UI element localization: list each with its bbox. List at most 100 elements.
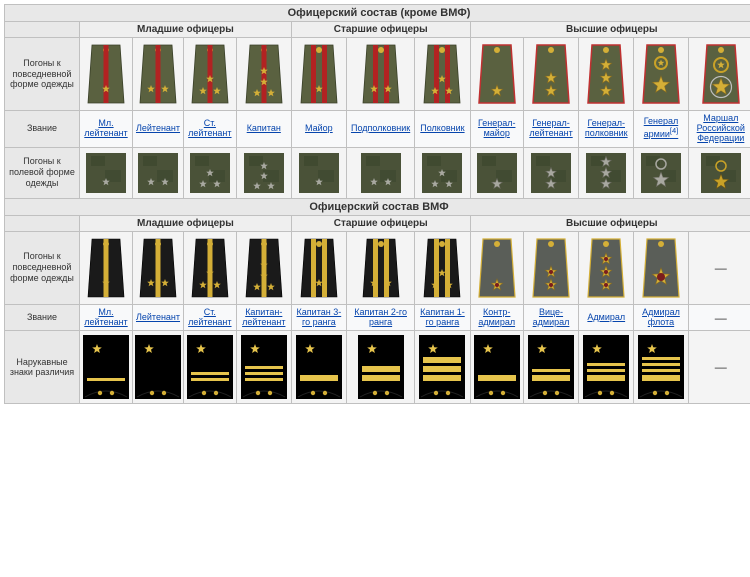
rank-link[interactable]: Вице-адмирал xyxy=(526,307,576,329)
rank-name: Капитан 1-го ранга xyxy=(415,304,470,331)
insignia-cell xyxy=(470,147,523,198)
rank-link[interactable]: Контр-адмирал xyxy=(473,307,521,329)
insignia-cell xyxy=(346,147,414,198)
insignia-cell xyxy=(346,38,414,111)
insignia-cell xyxy=(291,231,346,304)
insignia-cell xyxy=(688,38,750,111)
insignia-cell xyxy=(415,38,470,111)
insignia-cell xyxy=(579,231,634,304)
insignia-cell xyxy=(80,147,133,198)
row-label: Погоны к повседневной форме одежды xyxy=(5,231,80,304)
group-header: Младшие офицеры xyxy=(80,22,292,38)
rank-name: Капитан 3-го ранга xyxy=(291,304,346,331)
insignia-cell xyxy=(579,38,634,111)
rank-link[interactable]: Маршал Российской Федерации xyxy=(691,113,750,145)
insignia-cell xyxy=(291,147,346,198)
rank-name: Капитан-лейтенант xyxy=(236,304,291,331)
rank-name: Мл. лейтенант xyxy=(80,304,133,331)
rank-name: Генерал-майор xyxy=(470,111,523,148)
insignia-cell xyxy=(470,231,523,304)
group-header: Старшие офицеры xyxy=(291,215,470,231)
rank-name: Полковник xyxy=(415,111,470,148)
rank-link[interactable]: Генерал-полковник xyxy=(581,118,631,140)
row-label: Звание xyxy=(5,111,80,148)
rank-link[interactable]: Адмирал xyxy=(581,312,631,324)
rank-name: Адмирал xyxy=(579,304,634,331)
rank-name: Адмирал флота xyxy=(634,304,688,331)
rank-link[interactable]: Ст. лейтенант xyxy=(186,118,234,140)
insignia-cell: — xyxy=(688,231,750,304)
insignia-cell xyxy=(132,331,183,404)
rank-link[interactable]: Капитан 3-го ранга xyxy=(294,307,344,329)
insignia-cell xyxy=(184,231,237,304)
insignia-cell xyxy=(132,231,183,304)
rank-link[interactable]: Лейтенант xyxy=(135,123,181,135)
insignia-cell xyxy=(132,38,183,111)
rank-link[interactable]: Подполковник xyxy=(349,123,412,135)
insignia-cell xyxy=(184,38,237,111)
rank-link[interactable]: Мл. лейтенант xyxy=(82,307,130,329)
insignia-cell xyxy=(291,331,346,404)
row-label: Нарукавные знаки различия xyxy=(5,331,80,404)
rank-link[interactable]: Лейтенант xyxy=(135,312,181,324)
rank-link[interactable]: Ст. лейтенант xyxy=(186,307,234,329)
rank-link[interactable]: Полковник xyxy=(417,123,467,135)
rank-link[interactable]: Капитан-лейтенант xyxy=(239,307,289,329)
insignia-cell xyxy=(523,231,578,304)
insignia-cell xyxy=(523,38,578,111)
rank-name: Генерал-полковник xyxy=(579,111,634,148)
rank-name: Подполковник xyxy=(346,111,414,148)
group-header: Старшие офицеры xyxy=(291,22,470,38)
insignia-cell xyxy=(346,231,414,304)
row-label: Звание xyxy=(5,304,80,331)
section-title: Офицерский состав (кроме ВМФ) xyxy=(5,5,750,22)
insignia-cell xyxy=(80,231,133,304)
rank-name: Майор xyxy=(291,111,346,148)
rank-link[interactable]: Генерал армии[4] xyxy=(636,116,685,141)
rank-name: Генерал-лейтенант xyxy=(523,111,578,148)
group-header: Младшие офицеры xyxy=(80,215,292,231)
insignia-cell xyxy=(132,147,183,198)
rank-name: Капитан 2-го ранга xyxy=(346,304,414,331)
rank-link[interactable]: Майор xyxy=(294,123,344,135)
rank-link[interactable]: Капитан 2-го ранга xyxy=(349,307,412,329)
rank-link[interactable]: Генерал-лейтенант xyxy=(526,118,576,140)
insignia-cell xyxy=(415,231,470,304)
insignia-cell xyxy=(634,231,688,304)
rank-link[interactable]: Адмирал флота xyxy=(636,307,685,329)
insignia-cell xyxy=(470,38,523,111)
rank-link[interactable]: Мл. лейтенант xyxy=(82,118,130,140)
insignia-cell xyxy=(346,331,414,404)
rank-name: Капитан xyxy=(236,111,291,148)
insignia-cell xyxy=(634,331,688,404)
insignia-cell xyxy=(80,331,133,404)
rank-name: Ст. лейтенант xyxy=(184,304,237,331)
insignia-cell xyxy=(415,331,470,404)
rank-name: Маршал Российской Федерации xyxy=(688,111,750,148)
insignia-cell xyxy=(634,38,688,111)
rank-name: Контр-адмирал xyxy=(470,304,523,331)
insignia-cell xyxy=(579,147,634,198)
insignia-cell xyxy=(523,331,578,404)
insignia-cell xyxy=(80,38,133,111)
rank-link[interactable]: Генерал-майор xyxy=(473,118,521,140)
insignia-cell xyxy=(470,331,523,404)
row-label: Погоны к полевой форме одежды xyxy=(5,147,80,198)
insignia-cell xyxy=(236,38,291,111)
rank-name: Ст. лейтенант xyxy=(184,111,237,148)
rank-table: Офицерский состав (кроме ВМФ)Младшие офи… xyxy=(4,4,750,404)
section-title: Офицерский состав ВМФ xyxy=(5,198,750,215)
rank-link[interactable]: Капитан xyxy=(239,123,289,135)
group-header: Высшие офицеры xyxy=(470,22,750,38)
insignia-cell xyxy=(184,147,237,198)
rank-link[interactable]: Капитан 1-го ранга xyxy=(417,307,467,329)
insignia-cell xyxy=(415,147,470,198)
group-header: Высшие офицеры xyxy=(470,215,750,231)
insignia-cell: — xyxy=(688,331,750,404)
insignia-cell xyxy=(579,331,634,404)
row-spacer xyxy=(5,215,80,231)
rank-name: Лейтенант xyxy=(132,111,183,148)
insignia-cell xyxy=(236,147,291,198)
row-label: Погоны к повседневной форме одежды xyxy=(5,38,80,111)
insignia-cell xyxy=(634,147,688,198)
